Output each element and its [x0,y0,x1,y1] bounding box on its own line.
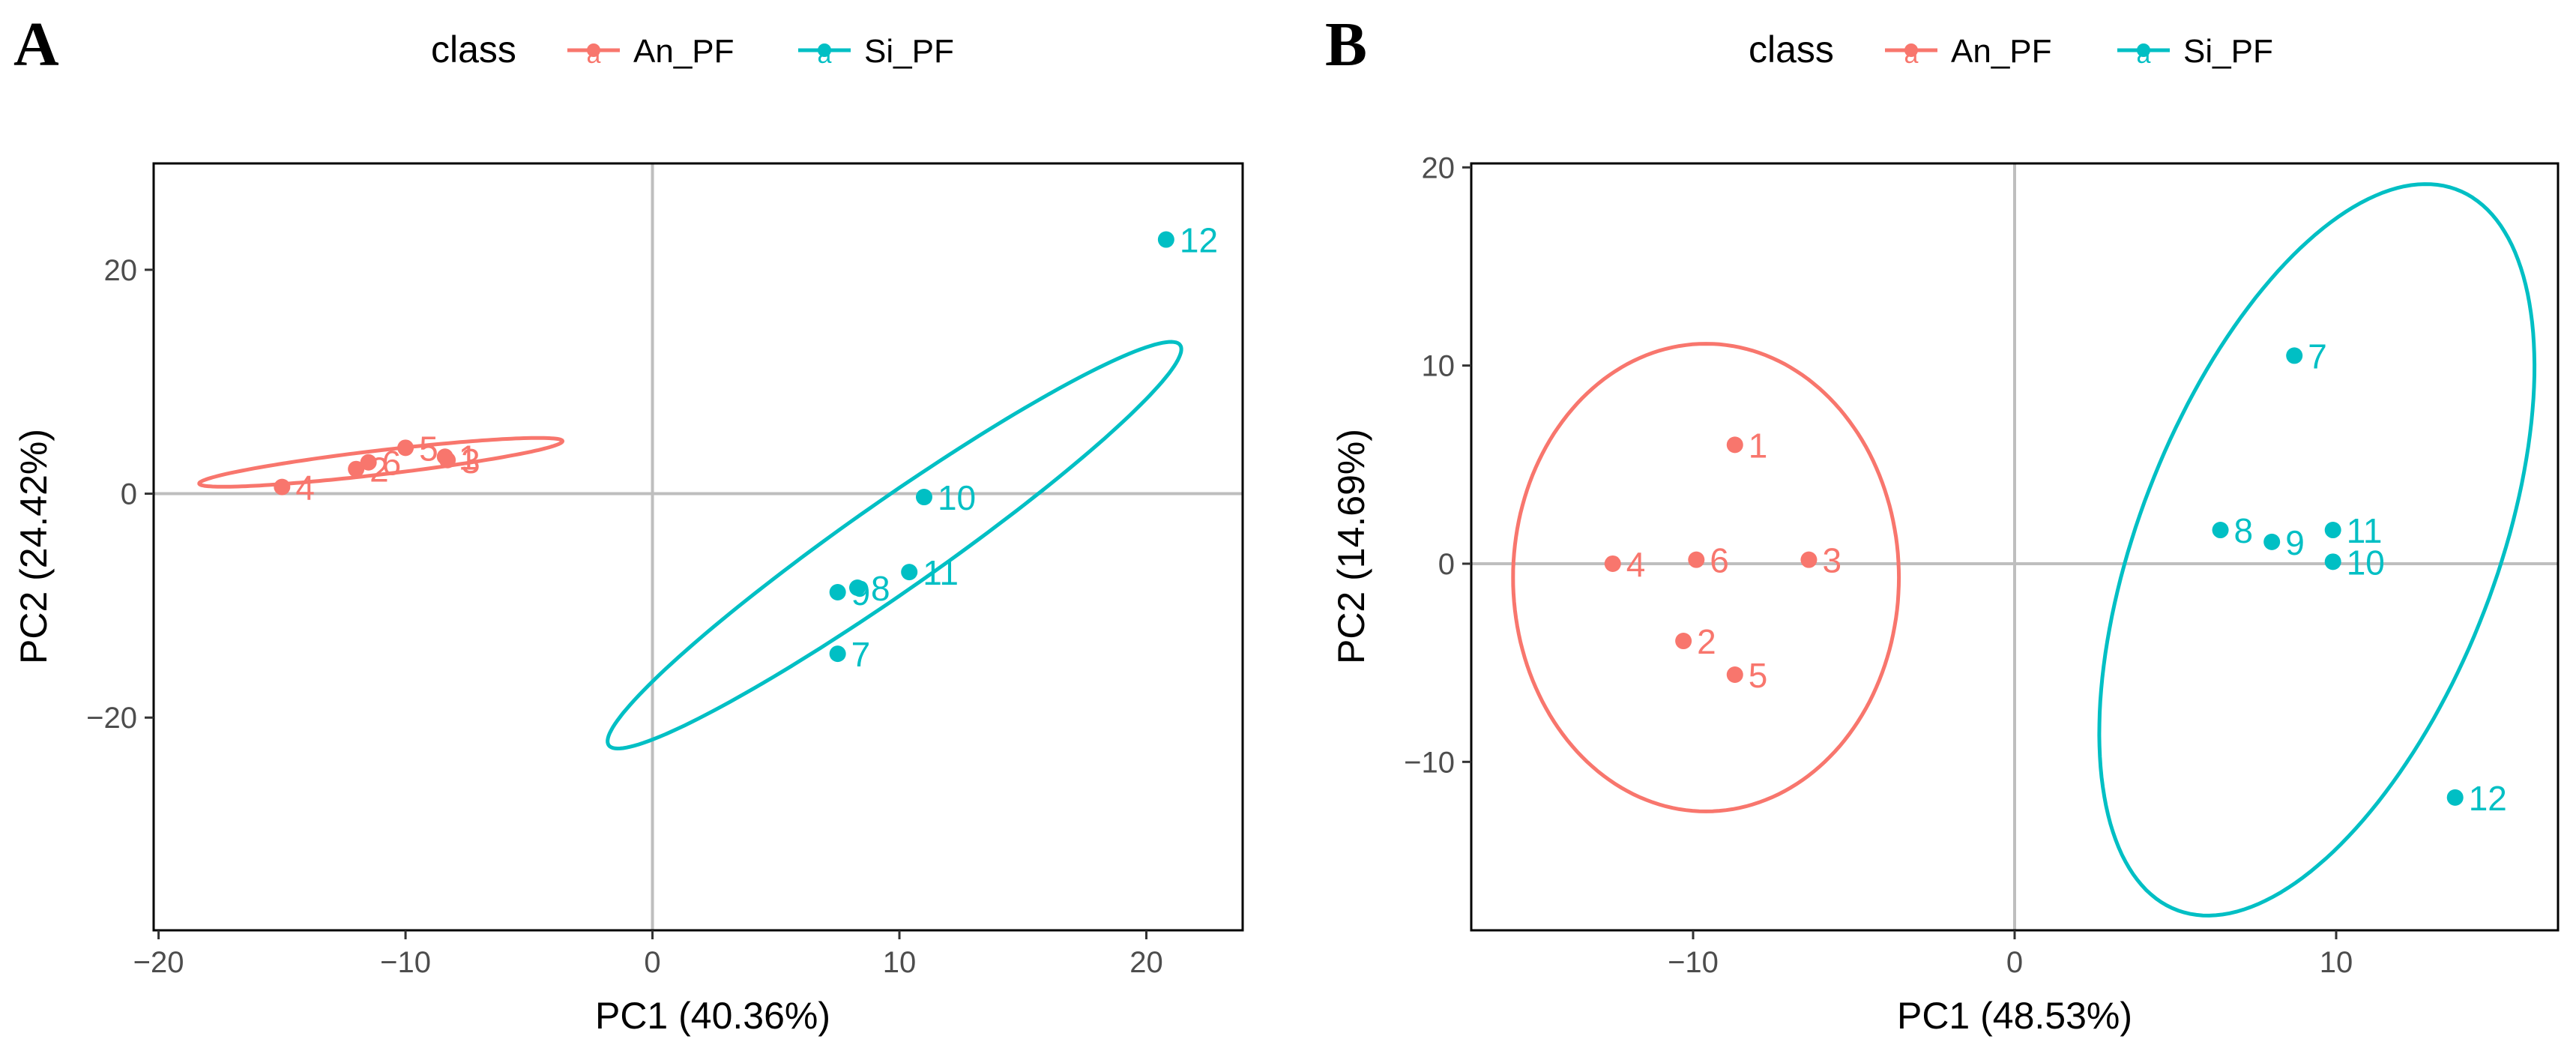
point-An_PF-4 [1604,555,1621,572]
legend-key-point [2137,43,2150,57]
point-label: 5 [419,429,438,468]
legend-label: An_PF [1951,33,2052,70]
point-label: 8 [871,569,890,608]
y-tick-label: 10 [1422,350,1456,383]
legend-label: Si_PF [864,33,954,70]
x-tick-label: 10 [883,946,917,979]
point-An_PF-6 [360,454,377,471]
point-An_PF-3 [439,451,456,469]
x-tick-label: 20 [1129,946,1163,979]
point-Si_PF-7 [829,645,846,663]
y-tick-label: −20 [86,702,137,735]
point-label: 12 [2469,779,2507,818]
point-An_PF-3 [1800,551,1818,568]
legend-label: Si_PF [2183,33,2273,70]
point-An_PF-6 [1688,551,1705,568]
legend-key-glyph: a [2137,40,2151,69]
legend-item-An_PF: a An_PF [1885,33,2052,70]
y-axis-title: PC2 (24.42%) [13,429,55,664]
legend: class a An_PF a Si_PF [1749,28,2273,70]
x-tick-label: 10 [2320,946,2353,979]
point-label: 12 [1180,221,1218,260]
y-tick-label: 0 [121,478,137,511]
x-tick-label: −10 [1668,946,1719,979]
legend-item-An_PF: a An_PF [567,33,735,70]
x-tick-label: 0 [644,946,660,979]
x-tick-label: −20 [133,946,184,979]
point-An_PF-5 [1726,666,1743,683]
ellipse-An_PF [1511,342,1901,813]
point-label: 4 [1626,545,1646,584]
point-Si_PF-9 [829,583,846,600]
ellipse-Si_PF [2097,182,2537,918]
point-label: 2 [1697,622,1716,661]
plot-border [152,162,1244,932]
point-Si_PF-10 [915,489,932,506]
legend-key-glyph: a [1904,40,1919,69]
point-Si_PF-11 [901,564,918,581]
y-tick-label: 20 [1422,151,1456,184]
point-label: 1 [459,438,478,477]
x-tick-label: −10 [380,946,431,979]
x-tick-label: 0 [2006,946,2023,979]
point-label: 9 [2285,523,2305,562]
point-An_PF-2 [348,460,365,478]
legend: class a An_PF a Si_PF [431,28,954,70]
point-label: 11 [923,553,959,592]
point-label: 6 [1710,541,1729,580]
y-axis-title: PC2 (14.69%) [1330,429,1372,664]
y-tick-label: 20 [104,254,138,287]
y-tick-label: −10 [1404,746,1455,779]
legend-key-point [818,43,831,57]
point-label: 4 [295,469,315,508]
y-tick-label: 0 [1438,548,1455,581]
point-label: 6 [382,444,402,483]
x-axis-title: PC1 (40.36%) [595,995,830,1037]
legend-title: class [431,28,516,70]
point-Si_PF-8 [849,579,866,597]
legend-item-Si_PF: a Si_PF [2117,33,2273,70]
point-Si_PF-7 [2286,347,2303,364]
x-axis-title: PC1 (48.53%) [1897,995,2132,1037]
point-label: 10 [2347,543,2385,582]
ellipse-Si_PF [606,340,1183,751]
point-Si_PF-12 [2446,789,2464,806]
point-label: 10 [938,478,976,517]
point-label: 8 [2234,511,2254,550]
point-An_PF-2 [1675,633,1692,650]
point-label: 3 [461,442,480,481]
point-Si_PF-8 [2212,522,2229,539]
legend-key-point [587,43,600,57]
legend-title: class [1749,28,1834,70]
point-label: 9 [851,573,871,612]
point-Si_PF-12 [1157,231,1174,248]
point-Si_PF-10 [2324,553,2341,570]
legend-key-glyph: a [587,40,601,69]
point-label: 3 [1822,541,1841,580]
point-label: 7 [2308,337,2327,376]
panel-label: A [13,10,59,79]
point-label: 1 [1749,426,1768,465]
point-label: 11 [2347,511,2383,550]
point-Si_PF-11 [2324,522,2341,539]
legend-item-Si_PF: a Si_PF [798,33,954,70]
legend-key-glyph: a [818,40,832,69]
legend-label: An_PF [633,33,735,70]
point-label: 5 [1749,656,1768,695]
panel-label: B [1325,10,1367,79]
ellipse-An_PF [197,436,565,489]
point-Si_PF-9 [2263,533,2281,550]
point-An_PF-4 [274,478,291,496]
legend-key-point [1904,43,1918,57]
point-An_PF-5 [397,439,414,457]
point-label: 7 [851,635,871,674]
point-An_PF-1 [1726,436,1743,454]
